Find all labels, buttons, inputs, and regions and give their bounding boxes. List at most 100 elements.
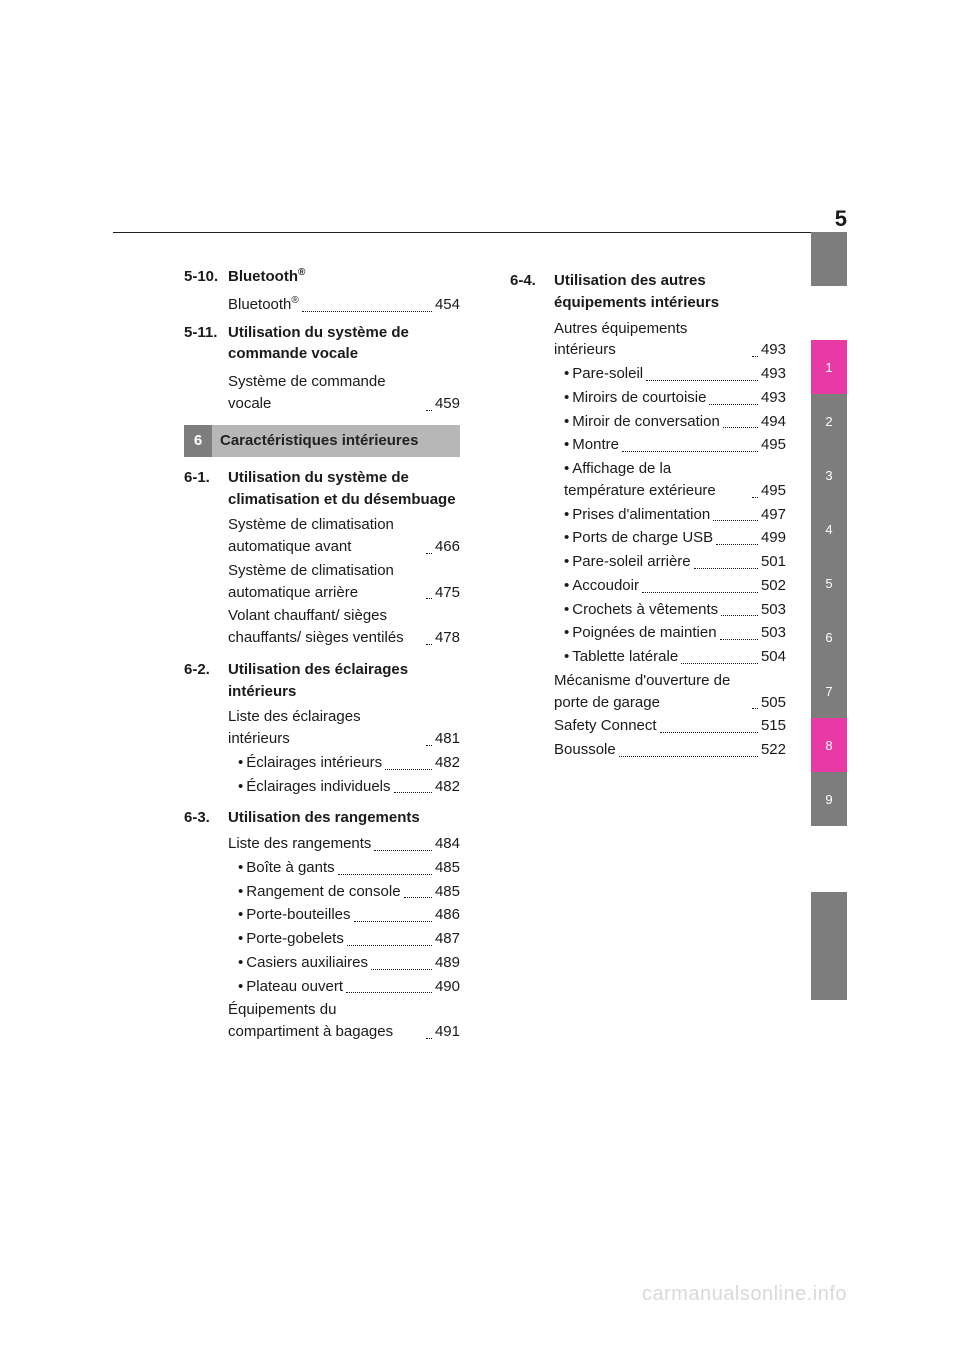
toc-entry-label: •Ports de charge USB	[564, 527, 713, 549]
toc-leader-dots	[681, 663, 758, 664]
toc-chapter-number: 6	[184, 425, 212, 457]
toc-entry[interactable]: Système de climatisation automatique arr…	[184, 560, 460, 604]
toc-entry[interactable]: Safety Connect 515	[510, 715, 786, 737]
toc-entry-page: 493	[761, 387, 786, 409]
toc-entry-page: 503	[761, 599, 786, 621]
toc-entry-label: •Éclairages intérieurs	[238, 752, 382, 774]
toc-entry-page: 484	[435, 833, 460, 855]
toc-entry[interactable]: •Pare-soleil arrière501	[510, 551, 786, 573]
toc-leader-dots	[660, 732, 758, 733]
toc-entry[interactable]: Liste des rangements484	[184, 833, 460, 855]
toc-leader-dots	[338, 874, 432, 875]
toc-entry-page: 495	[761, 480, 786, 502]
toc-entry[interactable]: •Accoudoir 502	[510, 575, 786, 597]
toc-leader-dots	[721, 615, 758, 616]
toc-leader-dots	[404, 897, 432, 898]
toc-column-right: 6-4.Utilisation des autres équipements i…	[510, 260, 786, 1045]
toc-entry-page: 486	[435, 904, 460, 926]
toc-entry-label: Liste des éclairages intérieurs	[228, 706, 423, 750]
toc-entry-label: •Montre	[564, 434, 619, 456]
toc-entry[interactable]: •Affichage de la température extérieure 4…	[510, 458, 786, 502]
toc-entry-label: Mécanisme d'ouverture de porte de garage	[554, 670, 749, 714]
toc-leader-dots	[426, 644, 432, 645]
side-tab-1[interactable]: 1	[811, 340, 847, 394]
toc-entry[interactable]: •Prises d'alimentation497	[510, 504, 786, 526]
toc-leader-dots	[346, 992, 432, 993]
toc-entry[interactable]: •Éclairages individuels482	[184, 776, 460, 798]
toc-section-number: 5-10.	[184, 266, 228, 288]
toc-entry[interactable]: •Miroir de conversation494	[510, 411, 786, 433]
side-tab-6[interactable]: 6	[811, 610, 847, 664]
header-rule	[113, 232, 847, 233]
side-tab-3[interactable]: 3	[811, 448, 847, 502]
toc-entry[interactable]: •Ports de charge USB 499	[510, 527, 786, 549]
toc-leader-dots	[723, 427, 758, 428]
toc-entry-page: 482	[435, 752, 460, 774]
page-number: 5	[835, 206, 847, 232]
toc-entry[interactable]: •Porte-gobelets487	[184, 928, 460, 950]
toc-entry[interactable]: Liste des éclairages intérieurs481	[184, 706, 460, 750]
toc-leader-dots	[426, 553, 432, 554]
toc-entry-page: 499	[761, 527, 786, 549]
toc-entry-page: 502	[761, 575, 786, 597]
toc-entry-label: •Casiers auxiliaires	[238, 952, 368, 974]
toc-leader-dots	[642, 592, 758, 593]
side-tab-2[interactable]: 2	[811, 394, 847, 448]
toc-subsection-head: 6-1.Utilisation du système de climatisat…	[184, 467, 460, 511]
toc-content: 5-10.Bluetooth®Bluetooth®4545-11.Utilisa…	[184, 260, 789, 1045]
toc-entry-page: 493	[761, 339, 786, 361]
toc-entry-label: Système de climatisation automatique ava…	[228, 514, 423, 558]
side-tab-blank	[811, 892, 847, 946]
toc-entry[interactable]: Boussole522	[510, 739, 786, 761]
toc-entry[interactable]: •Porte-bouteilles 486	[184, 904, 460, 926]
toc-entry[interactable]: •Crochets à vêtements503	[510, 599, 786, 621]
toc-leader-dots	[622, 451, 758, 452]
side-tab-5[interactable]: 5	[811, 556, 847, 610]
toc-entry[interactable]: Bluetooth®454	[184, 294, 460, 316]
toc-entry[interactable]: •Plateau ouvert490	[184, 976, 460, 998]
toc-entry[interactable]: •Montre495	[510, 434, 786, 456]
toc-entry[interactable]: Volant chauffant/ sièges chauffants/ siè…	[184, 605, 460, 649]
toc-entry-label: Système de commande vocale	[228, 371, 423, 415]
toc-subsection-head: 6-3.Utilisation des rangements	[184, 807, 460, 829]
toc-entry[interactable]: Système de commande vocale 459	[184, 371, 460, 415]
toc-entry[interactable]: Mécanisme d'ouverture de porte de garage…	[510, 670, 786, 714]
toc-entry-page: 485	[435, 857, 460, 879]
toc-entry[interactable]: •Boîte à gants485	[184, 857, 460, 879]
toc-leader-dots	[720, 639, 758, 640]
side-tab-9[interactable]: 9	[811, 772, 847, 826]
toc-leader-dots	[694, 568, 758, 569]
toc-entry-label: Safety Connect	[554, 715, 657, 737]
toc-entry-label: •Affichage de la température extérieure	[564, 458, 749, 502]
toc-entry-label: •Prises d'alimentation	[564, 504, 710, 526]
side-tab-4[interactable]: 4	[811, 502, 847, 556]
toc-entry-page: 515	[761, 715, 786, 737]
side-tab-blank	[811, 826, 847, 892]
toc-entry[interactable]: Système de climatisation automatique ava…	[184, 514, 460, 558]
toc-entry[interactable]: Autres équipements intérieurs493	[510, 318, 786, 362]
toc-subsection-number: 6-1.	[184, 467, 228, 511]
side-tab-8[interactable]: 8	[811, 718, 847, 772]
toc-entry-label: •Porte-gobelets	[238, 928, 344, 950]
toc-entry-page: 522	[761, 739, 786, 761]
toc-entry[interactable]: •Rangement de console485	[184, 881, 460, 903]
toc-entry-label: •Pare-soleil arrière	[564, 551, 691, 573]
toc-column-left: 5-10.Bluetooth®Bluetooth®4545-11.Utilisa…	[184, 260, 460, 1045]
toc-entry-label: •Porte-bouteilles	[238, 904, 351, 926]
toc-entry[interactable]: Équipements du compartiment à bagages491	[184, 999, 460, 1043]
toc-entry-page: 494	[761, 411, 786, 433]
toc-entry-label: •Accoudoir	[564, 575, 639, 597]
toc-entry[interactable]: •Miroirs de courtoisie493	[510, 387, 786, 409]
toc-entry-label: •Éclairages individuels	[238, 776, 391, 798]
toc-entry[interactable]: •Pare-soleil493	[510, 363, 786, 385]
watermark: carmanualsonline.info	[642, 1283, 847, 1306]
toc-entry[interactable]: •Casiers auxiliaires489	[184, 952, 460, 974]
toc-entry[interactable]: •Poignées de maintien503	[510, 622, 786, 644]
side-tab-7[interactable]: 7	[811, 664, 847, 718]
toc-entry-page: 459	[435, 393, 460, 415]
toc-entry-page: 478	[435, 627, 460, 649]
toc-section-title: Utilisation du système de commande vocal…	[228, 322, 460, 366]
toc-entry[interactable]: •Éclairages intérieurs 482	[184, 752, 460, 774]
toc-section-title: Bluetooth®	[228, 266, 460, 288]
toc-entry[interactable]: •Tablette latérale504	[510, 646, 786, 668]
